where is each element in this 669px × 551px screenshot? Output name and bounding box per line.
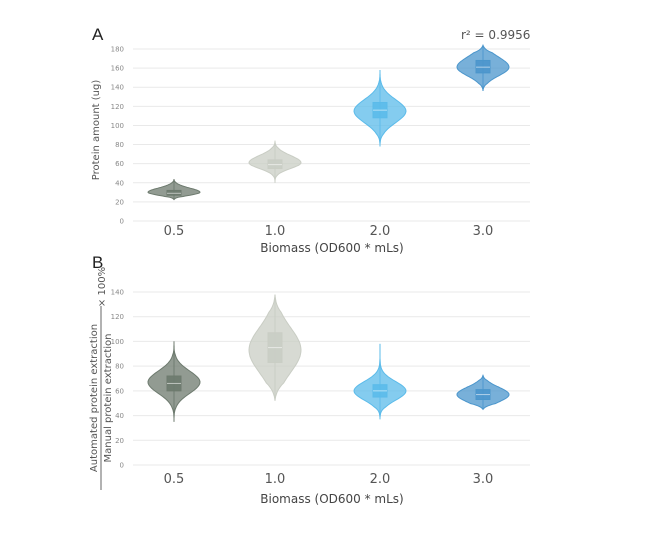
grid-b	[133, 291, 530, 466]
x-axis-label-a: Biomass (OD600 * mLs)	[260, 241, 403, 255]
y-axis-label-a: Protein amount (ug)	[91, 80, 102, 181]
y-tick-label: 80	[115, 363, 124, 371]
y-axis-label-denominator: Manual protein extraction	[103, 334, 114, 463]
panel-b: B Automated protein extraction Manual pr…	[89, 253, 530, 506]
panel-a: A r² = 0.9956 Protein amount (ug) Biomas…	[91, 25, 530, 255]
grid-a	[133, 48, 530, 222]
y-ticks-a: 0 20 40 60 80 100 120 140 160 180	[111, 46, 124, 226]
violin-1.0	[248, 294, 302, 401]
y-tick-label: 180	[111, 46, 124, 54]
y-tick-label: 140	[111, 84, 124, 92]
y-tick-label: 60	[115, 387, 124, 395]
y-axis-label-suffix: × 100%	[97, 267, 108, 307]
y-tick-label: 0	[120, 462, 124, 470]
y-tick-label: 100	[111, 338, 124, 346]
y-tick-label: 0	[120, 218, 124, 226]
violin-3.0	[456, 374, 510, 411]
y-tick-label: 40	[115, 412, 124, 420]
y-tick-label: 100	[111, 122, 124, 130]
y-axis-label-numerator: Automated protein extraction	[89, 324, 100, 472]
y-tick-label: 60	[115, 160, 124, 168]
x-tick-label: 1.0	[265, 472, 286, 487]
y-ticks-b: 0 20 40 60 80 100 120 140	[111, 289, 124, 470]
violin-0.5	[147, 341, 201, 422]
x-tick-label: 1.0	[265, 224, 286, 239]
x-tick-label: 0.5	[164, 224, 185, 239]
y-tick-label: 160	[111, 65, 124, 73]
x-tick-label: 3.0	[473, 472, 494, 487]
x-tick-label: 2.0	[370, 472, 391, 487]
violin-0.5	[147, 178, 201, 201]
x-tick-label: 3.0	[473, 224, 494, 239]
x-ticks-a: 0.5 1.0 2.0 3.0	[164, 224, 494, 239]
x-axis-label-b: Biomass (OD600 * mLs)	[260, 492, 403, 506]
y-tick-label: 80	[115, 141, 124, 149]
panel-label-b: B	[92, 253, 103, 272]
y-tick-label: 120	[111, 103, 124, 111]
y-tick-label: 140	[111, 289, 124, 297]
violins-b	[147, 294, 510, 422]
x-tick-label: 0.5	[164, 472, 185, 487]
violin-3.0	[456, 43, 510, 92]
panel-label-a: A	[92, 25, 104, 44]
y-axis-label-b: Automated protein extraction Manual prot…	[89, 267, 114, 490]
y-tick-label: 20	[115, 437, 124, 445]
violin-2.0	[353, 70, 407, 147]
x-tick-label: 2.0	[370, 224, 391, 239]
violin-2.0	[353, 343, 407, 420]
y-tick-label: 40	[115, 179, 124, 187]
x-ticks-b: 0.5 1.0 2.0 3.0	[164, 472, 494, 487]
y-tick-label: 20	[115, 198, 124, 206]
y-tick-label: 120	[111, 313, 124, 321]
violin-1.0	[248, 140, 302, 183]
r-squared-annotation: r² = 0.9956	[461, 28, 530, 42]
violins-a	[147, 43, 510, 201]
